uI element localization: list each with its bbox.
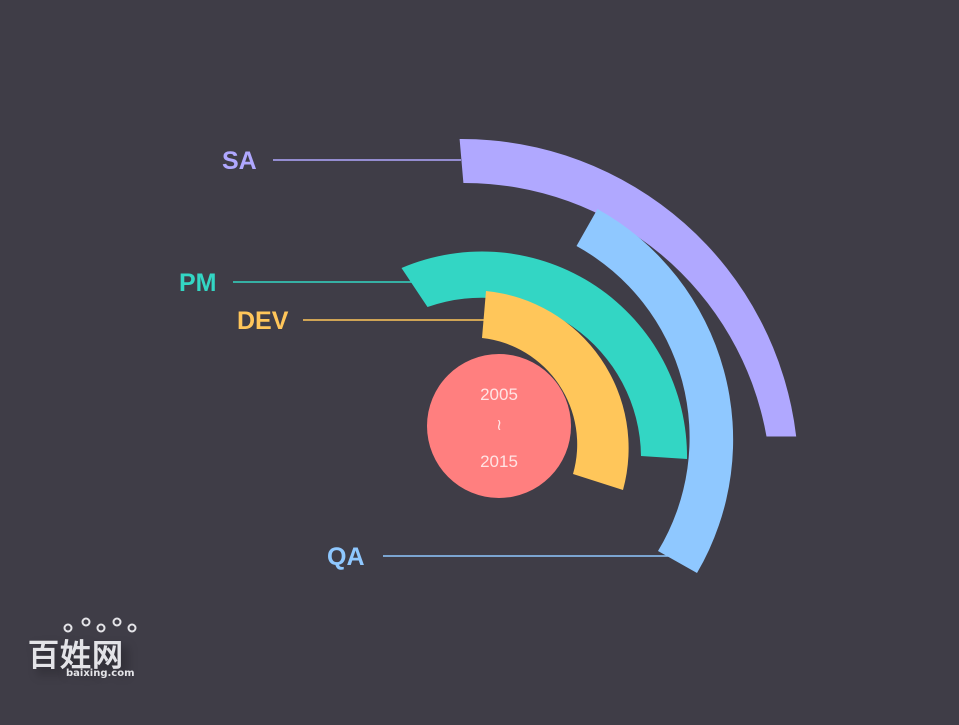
start-year: 2005 (480, 385, 518, 404)
sa-arc (459, 138, 797, 437)
pm-arc (401, 251, 688, 459)
dev-arc (482, 291, 629, 490)
watermark-brand: 百姓网 (28, 638, 124, 674)
watermark-domain: baixing.com (66, 668, 135, 679)
baixing-watermark: 百姓网 baixing.com (26, 612, 156, 684)
sa-label: SA (222, 147, 257, 175)
qa-label: QA (327, 543, 365, 571)
qa-arc (576, 209, 734, 573)
dev-label: DEV (237, 307, 289, 335)
center-circle (427, 354, 571, 498)
watermark-dots-icon (63, 617, 137, 633)
end-year: 2015 (480, 452, 518, 471)
pm-label: PM (179, 269, 217, 297)
year-separator: ~ (490, 418, 509, 431)
